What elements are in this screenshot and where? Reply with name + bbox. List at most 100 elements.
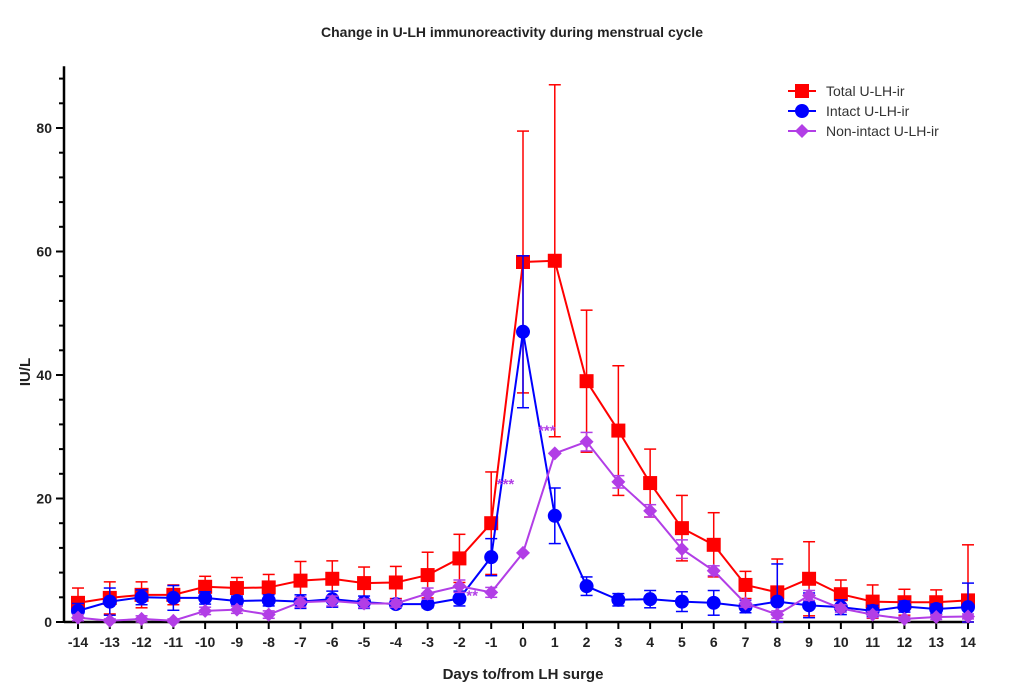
data-point [579,579,594,594]
x-tick-label: 5 [678,634,686,650]
x-tick-label: 12 [897,634,913,650]
data-point [229,594,244,609]
data-point [611,474,626,489]
x-tick-label: 11 [865,634,880,650]
data-point [102,613,117,628]
data-point [833,587,848,602]
y-tick-label: 80 [36,120,52,136]
legend-item: Total U-LH-ir [788,83,905,99]
x-tick-label: 8 [773,634,781,650]
data-point [674,521,689,536]
legend-marker [795,84,809,98]
x-tick-label: 13 [928,634,944,650]
data-point [738,596,753,611]
data-point [357,576,372,591]
data-point [547,508,562,523]
data-point [198,590,213,605]
y-tick-label: 0 [44,614,52,630]
data-point [643,592,658,607]
y-tick-label: 40 [36,367,52,383]
x-tick-label: 6 [710,634,718,650]
data-point [674,594,689,609]
legend-item: Intact U-LH-ir [788,103,910,119]
chart-title: Change in U-LH immunoreactivity during m… [321,24,703,40]
significance-annotation: ** [466,587,478,604]
data-point [102,594,117,609]
data-point [961,609,975,624]
data-point [738,577,753,592]
data-point [897,599,912,614]
y-tick-label: 60 [36,244,52,260]
x-tick-label: 4 [646,634,654,650]
data-point [420,597,435,612]
significance-annotation: *** [538,423,556,440]
y-tick-label: 20 [36,491,52,507]
data-point [643,503,658,518]
data-point [134,611,149,626]
x-tick-label: -6 [326,634,339,650]
data-point [134,590,149,605]
data-point [388,596,403,611]
data-point [420,586,435,601]
data-point [706,537,721,552]
x-tick-label: -10 [195,634,215,650]
y-axis-label: IU/L [17,358,34,386]
series-layer: ******** [71,84,975,628]
data-point [452,591,467,606]
x-tick-label: 0 [519,634,527,650]
data-point [261,607,276,622]
data-point [452,551,467,566]
x-tick-label: 2 [583,634,591,650]
x-tick-label: -8 [262,634,275,650]
x-tick-label: 10 [833,634,849,650]
x-tick-label: -1 [485,634,498,650]
x-tick-label: 3 [614,634,622,650]
data-point [547,253,562,268]
data-point [325,571,340,586]
data-point [516,545,530,560]
data-point [579,374,594,389]
data-point [929,610,944,625]
data-point [802,588,817,603]
data-point [929,602,944,617]
significance-annotation: *** [497,476,515,493]
data-point [357,596,372,611]
x-tick-label: -3 [421,634,434,650]
data-point [388,575,403,590]
data-point [229,581,244,596]
legend-label: Non-intact U-LH-ir [826,123,939,139]
x-tick-label: 7 [742,634,750,650]
data-point [643,476,658,491]
x-tick-label: -12 [131,634,151,650]
data-point [547,446,562,461]
x-tick-label: -9 [231,634,244,650]
data-point [198,579,213,594]
data-point [198,603,213,618]
data-point [611,423,626,438]
data-point [706,563,721,578]
x-axis-label: Days to/from LH surge [443,666,604,683]
x-tick-label: -2 [453,634,466,650]
x-tick-label: -7 [294,634,307,650]
data-point [770,607,785,622]
legend-label: Intact U-LH-ir [826,103,910,119]
legend-label: Total U-LH-ir [826,83,905,99]
data-point [833,601,848,616]
x-tick-label: -14 [68,634,88,650]
data-point [516,324,530,339]
x-tick-label: 9 [805,634,813,650]
data-point [293,573,308,588]
x-tick-label: -11 [164,634,184,650]
data-point [452,579,467,594]
data-point [865,607,880,622]
data-point [611,592,626,607]
legend: Total U-LH-ir Intact U-LH-ir Non-intact U-… [788,83,939,139]
x-tick-label: 1 [551,634,559,650]
data-point [897,611,912,626]
data-point [802,571,817,586]
data-point [71,610,85,625]
data-point [229,602,244,617]
data-point [261,593,276,608]
